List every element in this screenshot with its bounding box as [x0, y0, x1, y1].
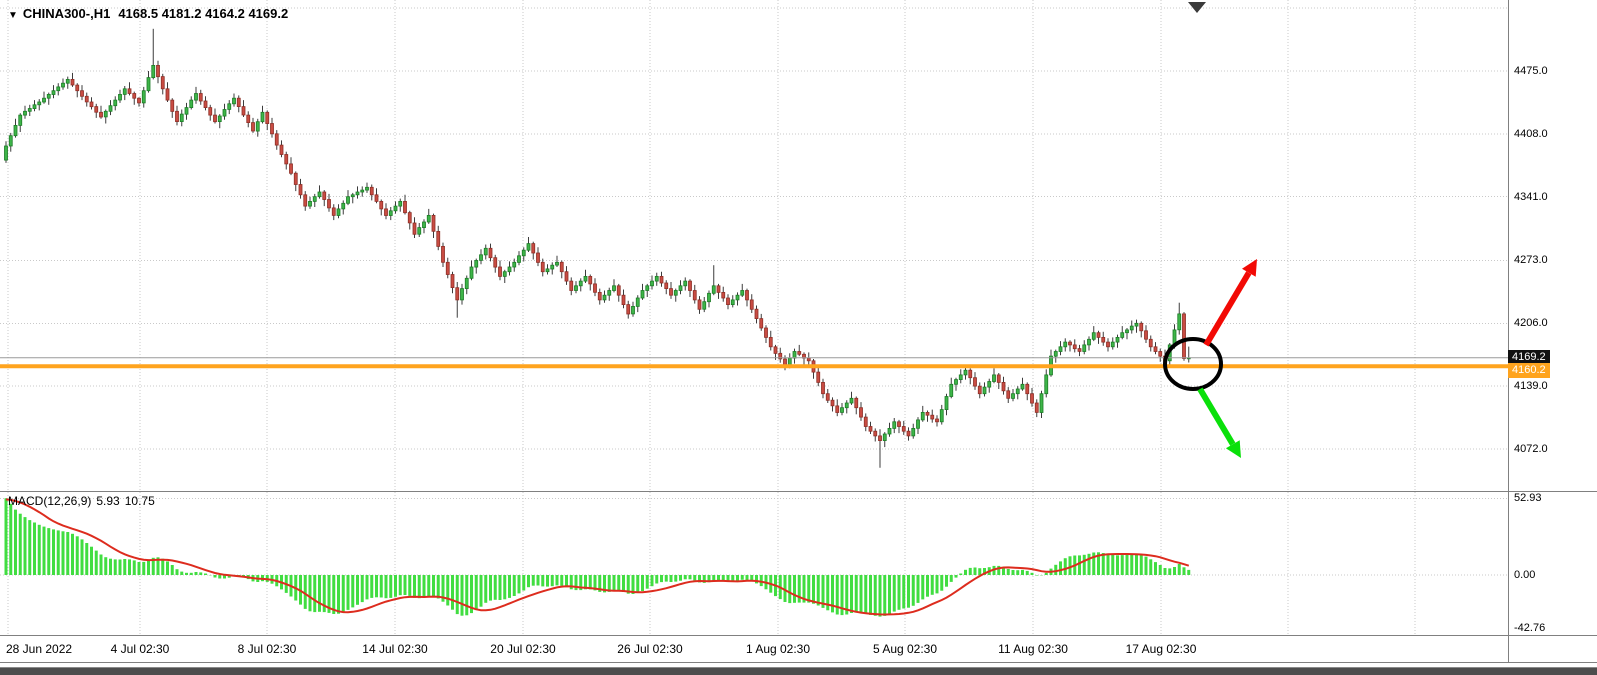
macd-indicator-label: MACD(12,26,9) 5.93 10.75 — [8, 494, 160, 508]
price-axis[interactable]: 4475.0 4408.0 4341.0 4273.0 4206.0 4139.0 4072… — [1508, 0, 1597, 662]
time-axis-label: 5 Aug 02:30 — [872, 642, 938, 656]
circle-annotation[interactable] — [1163, 337, 1223, 391]
price-axis-label: 4475.0 — [1514, 65, 1548, 77]
time-axis-label: 11 Aug 02:30 — [998, 642, 1068, 656]
macd-histogram — [4, 498, 1191, 617]
price-axis-label: 4206.0 — [1514, 317, 1548, 330]
macd-axis-label: -42.76 — [1514, 622, 1546, 634]
macd-axis-label: 0.00 — [1514, 569, 1536, 581]
time-axis[interactable]: 28 Jun 2022 4 Jul 02:30 8 Jul 02:30 14 Jul … — [0, 638, 1508, 662]
up-arrow-annotation[interactable] — [1203, 259, 1257, 347]
macd-signal-line — [5, 498, 1190, 616]
time-axis-label: 1 Aug 02:30 — [745, 642, 811, 656]
macd-signal-value: 10.75 — [124, 494, 155, 508]
symbol-period-label: CHINA300-,H1 — [22, 6, 111, 21]
time-axis-label: 14 Jul 02:30 — [362, 642, 428, 656]
candles-series — [4, 28, 1191, 468]
level-price-tag: 4160.2 — [1508, 363, 1550, 379]
ohlc-values: 4168.5 4181.2 4164.2 4169.2 — [118, 6, 289, 21]
macd-value: 5.93 — [96, 494, 120, 508]
time-axis-label: 28 Jun 2022 — [6, 642, 73, 656]
bid-price-tag: 4169.2 — [1508, 349, 1550, 365]
price-axis-label: 4341.0 — [1514, 190, 1548, 203]
chart-header: ▼ CHINA300-,H1 4168.5 4181.2 4164.2 4169.2 — [8, 6, 288, 21]
chart-shift-marker[interactable] — [1188, 2, 1206, 13]
price-axis-label: 4139.0 — [1514, 380, 1548, 393]
price-axis-label: 4408.0 — [1514, 127, 1548, 140]
time-axis-label: 8 Jul 02:30 — [237, 642, 297, 656]
macd-name: MACD(12,26,9) — [8, 494, 92, 508]
grid-lines — [0, 0, 1508, 635]
time-axis-label: 20 Jul 02:30 — [490, 642, 556, 656]
down-arrow-annotation[interactable] — [1197, 387, 1241, 458]
price-axis-label: 4072.0 — [1514, 443, 1548, 455]
time-axis-label: 4 Jul 02:30 — [110, 642, 170, 656]
time-axis-label: 17 Aug 02:30 — [1125, 642, 1197, 656]
window-bottom-edge — [0, 667, 1597, 675]
price-axis-label: 4273.0 — [1514, 254, 1548, 267]
symbol-triangle-icon: ▼ — [8, 10, 18, 21]
time-axis-label: 26 Jul 02:30 — [617, 642, 683, 656]
macd-axis-label: 52.93 — [1514, 492, 1542, 505]
